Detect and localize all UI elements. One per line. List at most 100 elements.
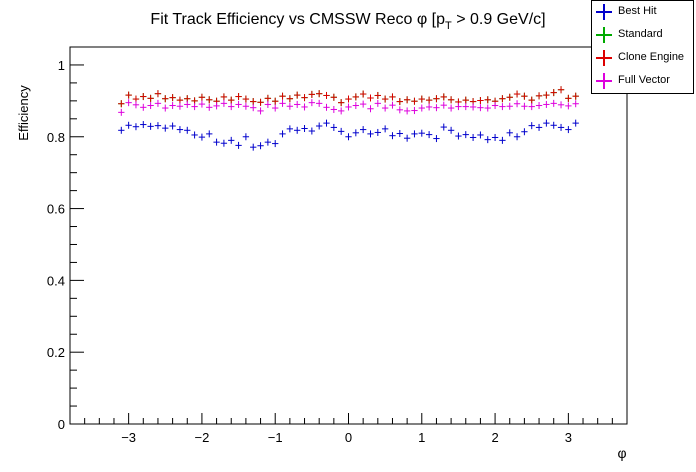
data-point [469,103,477,111]
data-point [521,102,528,110]
data-point [191,103,198,111]
data-point [565,102,572,110]
data-point [125,99,132,107]
data-point [477,96,484,104]
data-point [557,86,565,94]
data-point [374,99,381,107]
legend-label: Best Hit [618,5,657,17]
data-point [191,131,198,139]
data-point [147,94,154,102]
data-point [535,92,543,100]
x-tick-label: 3 [565,430,572,445]
series-clone-engine [118,86,579,108]
data-point [125,91,132,99]
data-point [550,121,557,129]
data-point [396,98,403,106]
data-point [403,96,411,104]
series-best-hit [118,119,579,151]
data-point [118,100,125,108]
data-point [572,100,579,108]
data-point [279,92,286,100]
series-full-vector [118,99,579,116]
legend: Best Hit Standard Clone Engine Full Vect… [591,0,694,94]
legend-item-clone-engine: Clone Engine [592,47,695,69]
legend-label: Standard [618,28,663,40]
data-point [235,93,242,101]
data-point [513,100,521,108]
data-point [484,96,491,104]
data-point [301,103,308,111]
data-point [286,125,294,133]
data-point [367,130,374,138]
data-point [264,100,272,108]
x-tick-label: −3 [121,430,136,445]
data-point [411,107,418,115]
x-axis-label: φ [617,445,626,461]
data-point [235,141,242,149]
data-point [381,125,389,133]
data-point [169,122,176,130]
y-tick-label: 0.6 [47,202,65,217]
data-point [447,126,455,134]
data-point [118,108,125,116]
data-point [279,130,286,138]
data-point [162,95,169,103]
data-point [154,122,162,130]
data-point [359,90,367,98]
data-point [462,131,469,139]
data-point [140,103,147,111]
data-point [374,128,381,136]
data-point [198,100,206,108]
data-point [550,89,557,97]
data-point [352,102,359,110]
data-point [323,103,330,111]
data-point [543,100,550,108]
data-point [352,129,359,137]
legend-item-full-vector: Full Vector [592,70,695,92]
data-point [433,95,440,103]
data-point [396,130,403,138]
data-point [257,98,264,106]
data-point [132,123,140,131]
data-point [198,93,206,101]
data-point [279,99,286,107]
data-point [338,99,345,107]
data-point [206,96,213,104]
data-point [345,95,352,103]
legend-item-best-hit: Best Hit [592,1,695,23]
data-point [257,107,264,115]
data-points [118,86,579,151]
data-point [513,90,521,98]
data-point [330,93,338,101]
data-point [176,102,184,110]
axes: −3 −2 −1 0 1 2 3 0 0.2 0.4 0.6 0.8 1 [47,46,628,445]
data-point [294,100,301,108]
data-point [572,92,579,100]
data-point [235,100,242,108]
data-point [301,94,308,102]
data-point [125,121,132,129]
data-point [389,132,396,140]
data-point [257,142,264,150]
x-tick-label: 0 [345,430,352,445]
data-point [308,99,316,107]
data-point [506,102,513,110]
data-point [213,102,220,110]
legend-marker [596,4,612,20]
data-point [242,95,250,103]
data-point [286,102,294,110]
data-point [499,95,506,103]
chart-title-subscript: T [445,20,452,32]
data-point [367,105,374,113]
data-point [140,93,147,101]
data-point [403,107,411,115]
data-point [381,95,389,103]
y-axis-label: Efficiency [16,85,31,141]
data-point [154,99,162,107]
data-point [528,103,535,111]
data-point [316,122,323,130]
data-point [176,96,184,104]
data-point [396,106,403,114]
data-point [206,130,213,138]
